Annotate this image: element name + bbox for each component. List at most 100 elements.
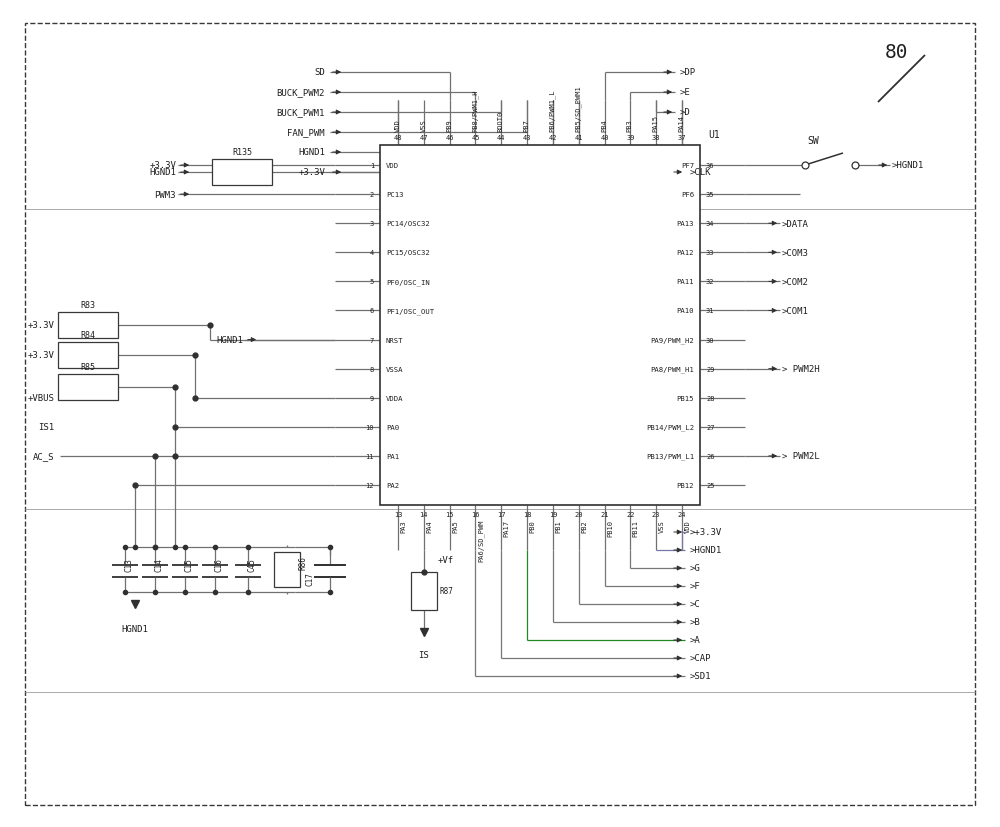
Text: R83: R83 xyxy=(80,301,95,309)
Text: 43: 43 xyxy=(523,135,531,141)
Text: >E: >E xyxy=(680,88,691,98)
Text: PF1/OSC_OUT: PF1/OSC_OUT xyxy=(386,308,434,314)
Text: PB0: PB0 xyxy=(530,519,536,532)
Text: 19: 19 xyxy=(549,511,557,518)
Text: 2: 2 xyxy=(370,192,374,198)
Text: PB14/PWM_L2: PB14/PWM_L2 xyxy=(646,424,694,431)
Text: PA5: PA5 xyxy=(452,519,458,532)
Text: 27: 27 xyxy=(706,424,714,430)
Text: 20: 20 xyxy=(574,511,583,518)
Text: R87: R87 xyxy=(440,587,454,595)
Text: >HGND1: >HGND1 xyxy=(690,546,722,555)
Text: PB8/PWM1_H: PB8/PWM1_H xyxy=(471,89,478,131)
Text: PF0/OSC_IN: PF0/OSC_IN xyxy=(386,279,430,285)
Text: HGND1: HGND1 xyxy=(122,624,148,633)
Text: PB10: PB10 xyxy=(607,519,613,537)
Text: PB1: PB1 xyxy=(555,519,561,532)
Text: PB15: PB15 xyxy=(676,395,694,401)
Text: 13: 13 xyxy=(394,511,402,518)
Text: C15: C15 xyxy=(184,557,194,571)
Text: PB5/SD_PWM1: PB5/SD_PWM1 xyxy=(575,85,581,131)
Text: +3.3V: +3.3V xyxy=(149,161,176,170)
Text: +Vf: +Vf xyxy=(438,556,454,565)
Text: SD: SD xyxy=(314,69,325,78)
Text: >B: >B xyxy=(690,618,701,627)
Text: IS1: IS1 xyxy=(38,423,54,432)
Text: > PWM2L: > PWM2L xyxy=(782,452,820,461)
Text: 45: 45 xyxy=(471,135,480,141)
Text: PB6/PWM1_L: PB6/PWM1_L xyxy=(549,89,555,131)
Text: 3: 3 xyxy=(370,221,374,227)
Text: PA8/PWM_H1: PA8/PWM_H1 xyxy=(650,366,694,372)
Text: 38: 38 xyxy=(652,135,660,141)
Text: VDDA: VDDA xyxy=(386,395,404,401)
Text: 25: 25 xyxy=(706,482,714,489)
Text: VDD: VDD xyxy=(386,163,399,169)
Text: BUCK_PWM2: BUCK_PWM2 xyxy=(277,88,325,98)
Text: 1: 1 xyxy=(370,163,374,169)
Text: +3.3V: +3.3V xyxy=(298,169,325,177)
Text: > PWM2H: > PWM2H xyxy=(782,365,820,374)
Text: C16: C16 xyxy=(214,557,224,571)
Text: PC15/OSC32: PC15/OSC32 xyxy=(386,250,430,256)
Text: PA3: PA3 xyxy=(400,519,406,532)
Text: SW: SW xyxy=(807,136,819,146)
Text: +3.3V: +3.3V xyxy=(27,351,54,360)
Text: BOOT0: BOOT0 xyxy=(498,111,504,131)
Text: 41: 41 xyxy=(574,135,583,141)
Text: >HGND1: >HGND1 xyxy=(892,161,924,170)
Text: PA1: PA1 xyxy=(386,453,399,459)
Text: >C: >C xyxy=(690,600,701,609)
Text: PA6/SD_PWM: PA6/SD_PWM xyxy=(478,519,485,562)
Text: PA10: PA10 xyxy=(676,308,694,314)
Text: 34: 34 xyxy=(706,221,714,227)
Text: 17: 17 xyxy=(497,511,506,518)
Text: 6: 6 xyxy=(370,308,374,314)
Text: 24: 24 xyxy=(678,511,686,518)
Text: >G: >G xyxy=(690,564,701,573)
Text: >CAP: >CAP xyxy=(690,653,712,662)
Text: PB3: PB3 xyxy=(627,119,633,131)
Text: FAN_PWM: FAN_PWM xyxy=(287,128,325,137)
Text: >DATA: >DATA xyxy=(782,219,809,228)
Text: HGND1: HGND1 xyxy=(149,169,176,177)
Text: PA13: PA13 xyxy=(676,221,694,227)
Text: 4: 4 xyxy=(370,250,374,256)
Text: 21: 21 xyxy=(600,511,609,518)
Text: >+3.3V: >+3.3V xyxy=(690,528,722,537)
Text: 80: 80 xyxy=(885,44,908,62)
Text: PA12: PA12 xyxy=(676,250,694,256)
Text: AC_S: AC_S xyxy=(32,452,54,461)
Text: 44: 44 xyxy=(497,135,506,141)
Text: 11: 11 xyxy=(366,453,374,459)
Text: PC14/OSC32: PC14/OSC32 xyxy=(386,221,430,227)
Text: VSS: VSS xyxy=(659,519,665,532)
Text: PB11: PB11 xyxy=(633,519,639,537)
Text: PF6: PF6 xyxy=(681,192,694,198)
Text: 36: 36 xyxy=(706,163,714,169)
Text: VSS: VSS xyxy=(420,119,426,131)
Text: 39: 39 xyxy=(626,135,635,141)
Text: PA17: PA17 xyxy=(504,519,510,537)
Text: PF7: PF7 xyxy=(681,163,694,169)
Text: 10: 10 xyxy=(366,424,374,430)
Bar xyxy=(58,342,118,369)
Text: 47: 47 xyxy=(420,135,428,141)
Text: PB2: PB2 xyxy=(581,519,587,532)
Text: 12: 12 xyxy=(366,482,374,489)
Text: +VBUS: +VBUS xyxy=(27,394,54,403)
Text: >COM1: >COM1 xyxy=(782,307,809,316)
Text: R135: R135 xyxy=(232,148,252,157)
Text: 35: 35 xyxy=(706,192,714,198)
Text: PB9: PB9 xyxy=(446,119,452,131)
Text: PB4: PB4 xyxy=(601,119,607,131)
Text: 30: 30 xyxy=(706,337,714,343)
Text: +3.3V: +3.3V xyxy=(27,321,54,330)
Text: PA0: PA0 xyxy=(386,424,399,430)
Bar xyxy=(274,552,300,587)
Text: 14: 14 xyxy=(420,511,428,518)
Text: 26: 26 xyxy=(706,453,714,459)
Text: >COM2: >COM2 xyxy=(782,278,809,286)
Text: 5: 5 xyxy=(370,279,374,285)
Bar xyxy=(212,160,272,186)
